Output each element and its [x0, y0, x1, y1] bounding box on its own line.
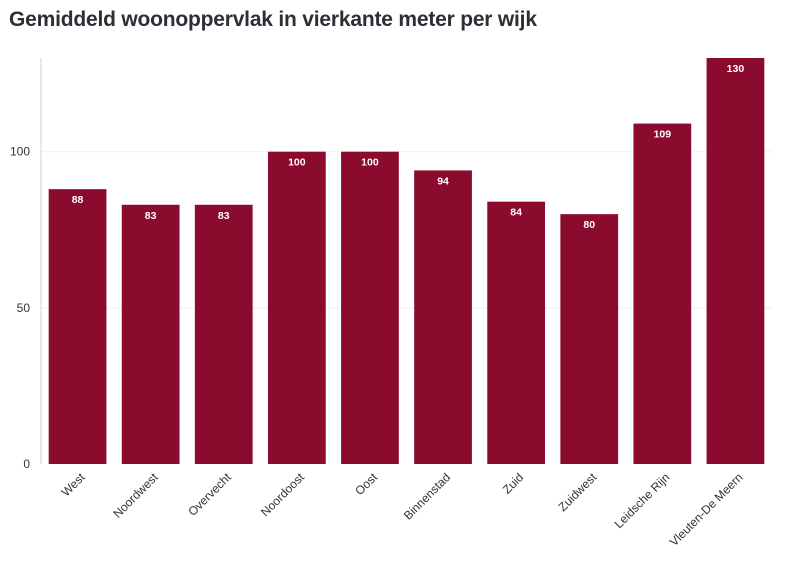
y-tick-label: 100 — [10, 145, 30, 159]
y-axis-ticks: 0 50 100 — [10, 145, 30, 471]
data-label: 83 — [145, 210, 157, 222]
data-label: 80 — [583, 219, 595, 231]
x-tick-label: Overvecht — [185, 470, 234, 519]
x-tick-label: West — [59, 470, 89, 500]
data-label: 84 — [510, 207, 522, 219]
x-tick-label: Vleuten-De Meern — [667, 470, 746, 549]
x-tick-label: Zuid — [500, 470, 526, 496]
bar[interactable] — [194, 204, 253, 465]
bar[interactable] — [341, 151, 399, 464]
bar[interactable] — [560, 214, 619, 464]
x-tick-label: Zuidwest — [556, 470, 600, 514]
data-label: 130 — [727, 63, 745, 75]
y-tick-label: 0 — [23, 457, 30, 471]
bar[interactable] — [414, 170, 472, 464]
data-label: 100 — [361, 157, 379, 169]
bar[interactable] — [487, 201, 546, 464]
y-tick-label: 50 — [17, 301, 31, 315]
chart-title: Gemiddeld woonoppervlak in vierkante met… — [9, 8, 537, 31]
x-tick-label: Leidsche Rijn — [612, 470, 673, 531]
bars: 88 83 83 100 100 94 84 80 109 130 — [48, 58, 765, 465]
data-label: 94 — [437, 175, 449, 187]
data-label: 109 — [654, 129, 672, 141]
bar[interactable] — [48, 189, 107, 464]
data-label: 83 — [218, 210, 230, 222]
x-tick-label: Noordwest — [110, 470, 161, 521]
bar[interactable] — [121, 204, 180, 465]
x-axis-ticks: West Noordwest Overvecht Noordoost Oost Binne… — [59, 470, 746, 549]
bar[interactable] — [633, 123, 692, 464]
data-label: 88 — [72, 194, 84, 206]
bar[interactable] — [706, 58, 765, 464]
x-tick-label: Oost — [352, 470, 380, 498]
bar[interactable] — [267, 151, 326, 464]
x-tick-label: Binnenstad — [401, 470, 453, 522]
x-tick-label: Noordoost — [258, 470, 308, 520]
data-label: 100 — [288, 157, 306, 169]
